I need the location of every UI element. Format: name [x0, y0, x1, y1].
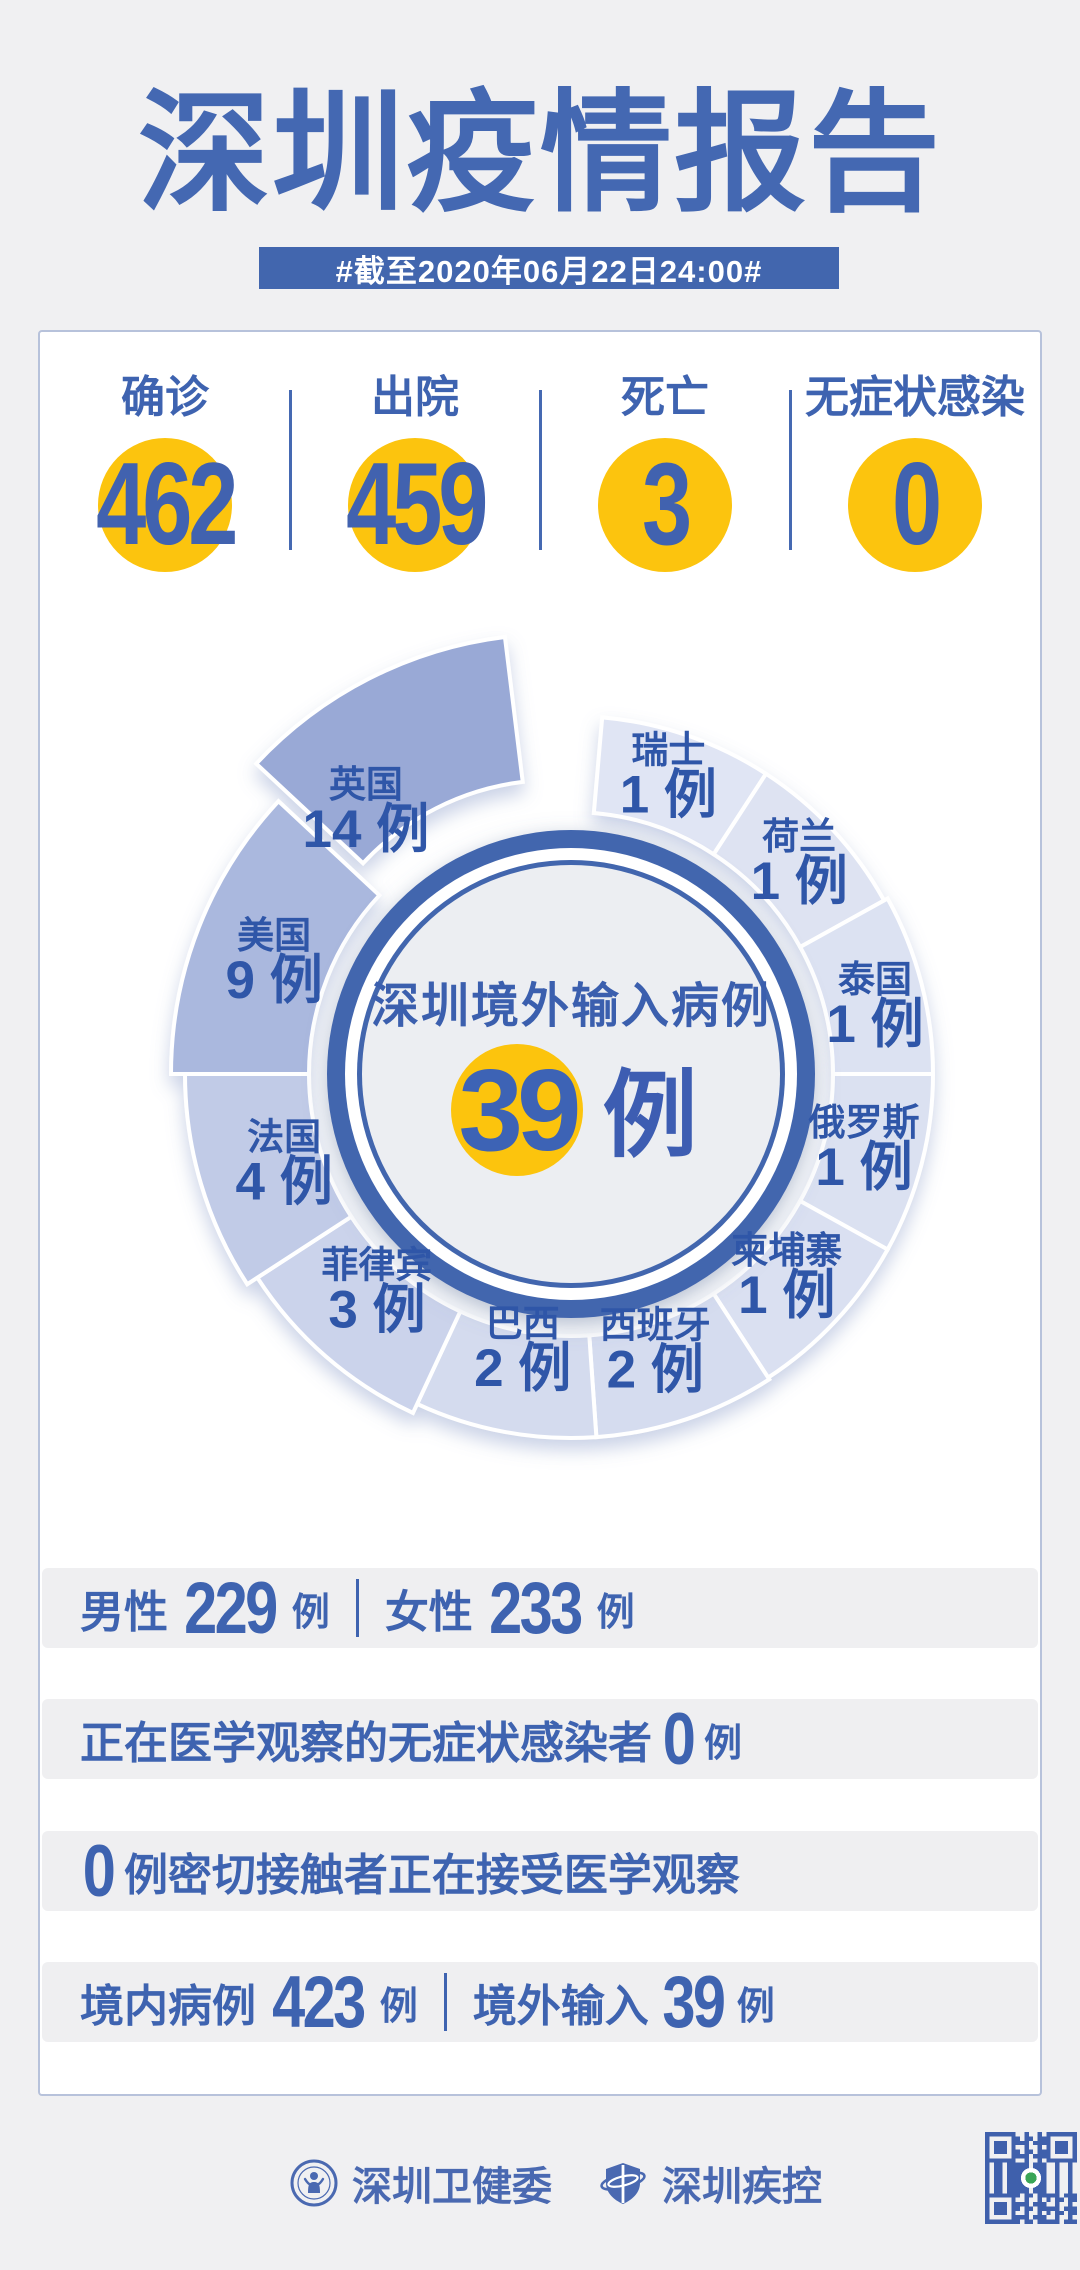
observation-label: 正在医学观察的无症状感染者	[80, 1719, 652, 1768]
pie-label-荷兰: 荷兰 1 例	[751, 816, 848, 911]
stat-deaths: 死亡 3	[540, 374, 790, 572]
footer-org-health-commission: 深圳卫健委	[290, 2154, 552, 2212]
stat-value: 462	[95, 439, 238, 570]
stat-label: 死亡	[621, 373, 709, 422]
female-unit: 例	[596, 1591, 635, 1634]
close-contacts-count: 0	[82, 1830, 116, 1912]
stat-bubble: 462	[50, 438, 280, 572]
pie-label-瑞士: 瑞士 1 例	[620, 729, 717, 824]
close-contacts-label: 例密切接触者正在接受医学观察	[123, 1851, 740, 1900]
pie-label-俄罗斯: 俄罗斯 1 例	[808, 1102, 920, 1197]
domestic-count: 423	[272, 1961, 366, 2043]
domestic-unit: 例	[379, 1985, 418, 2028]
cdc-shield-icon	[600, 2163, 646, 2204]
pie-slice-英国	[253, 634, 525, 867]
male-count: 229	[184, 1567, 278, 1649]
footer-org-cdc: 深圳疾控	[598, 2154, 822, 2212]
stat-discharged: 出院 459	[290, 374, 540, 572]
stat-divider	[539, 390, 542, 550]
bar-divider	[443, 1973, 447, 2031]
pie-label-泰国: 泰国 1 例	[826, 959, 923, 1054]
stat-label: 出院	[371, 373, 459, 422]
close-contacts-bar: 0 例密切接触者正在接受医学观察	[42, 1830, 1038, 1912]
date-banner: #截至2020年06月22日24:00#	[259, 247, 839, 289]
female-label: 女性	[384, 1588, 473, 1637]
footer-org-name: 深圳疾控	[662, 2165, 822, 2209]
male-label: 男性	[80, 1588, 168, 1637]
case-origin-bar: 境内病例 423 例 境外输入 39 例	[42, 1961, 1038, 2043]
imported-unit: 例	[736, 1985, 775, 2028]
stat-value: 0	[891, 439, 942, 570]
female-count: 233	[488, 1567, 583, 1649]
pie-label-法国: 法国 4 例	[236, 1117, 333, 1212]
pie-label-巴西: 巴西 2 例	[474, 1303, 571, 1398]
stat-confirmed: 确诊 462	[40, 374, 290, 572]
stat-asymptomatic: 无症状感染 0	[790, 374, 1040, 572]
page-title: 深圳疫情报告	[138, 80, 942, 227]
pie-label-柬埔寨: 柬埔寨 1 例	[731, 1230, 842, 1325]
pie-label-美国: 美国 9 例	[226, 915, 323, 1010]
imported-label: 境外输入	[472, 1982, 649, 2031]
domestic-label: 境内病例	[80, 1982, 256, 2031]
stat-label: 无症状感染	[805, 373, 1025, 422]
stat-label: 确诊	[121, 373, 209, 422]
chart-center-title: 深圳境外输入病例	[371, 980, 771, 1033]
pie-label-菲律宾: 菲律宾 3 例	[321, 1245, 432, 1340]
total-value: 39	[458, 1045, 578, 1175]
imported-count: 39	[662, 1961, 726, 2043]
male-unit: 例	[291, 1591, 330, 1634]
gender-bar: 男性 229 例 女性 233 例	[42, 1567, 1038, 1649]
stat-divider	[289, 390, 292, 550]
medical-observation-bar: 正在医学观察的无症状感染者 0 例	[42, 1698, 1038, 1780]
stat-bubble: 3	[550, 438, 780, 572]
observation-unit: 例	[703, 1722, 742, 1765]
pie-label-西班牙: 西班牙 2 例	[600, 1304, 711, 1399]
stat-bubble: 0	[800, 438, 1030, 572]
bar-divider	[355, 1579, 359, 1637]
stat-value: 459	[345, 439, 488, 570]
qr-code	[985, 2132, 1077, 2224]
observation-count: 0	[662, 1698, 696, 1780]
total-unit: 例	[602, 1063, 697, 1169]
pie-label-英国: 英国 14 例	[303, 764, 430, 859]
chart-center-disk: 深圳境外输入病例 39 例	[327, 830, 815, 1318]
stat-bubble: 459	[300, 438, 530, 572]
stat-divider	[789, 390, 792, 550]
footer-org-name: 深圳卫健委	[352, 2165, 552, 2209]
pie-petals	[168, 634, 936, 1440]
stat-value: 3	[641, 439, 692, 570]
total-badge-circle	[451, 1044, 583, 1176]
pie-slice-美国	[168, 798, 383, 1076]
health-commission-seal-icon	[290, 2159, 338, 2207]
